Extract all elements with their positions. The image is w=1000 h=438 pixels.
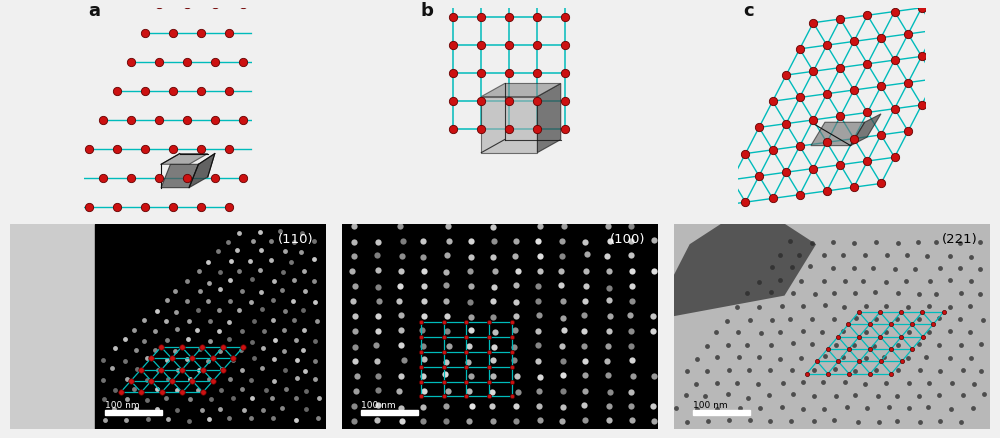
Polygon shape xyxy=(481,97,537,153)
Bar xyxy=(693,410,750,415)
Text: (110): (110) xyxy=(278,232,313,245)
Text: a: a xyxy=(89,2,101,20)
Bar xyxy=(361,410,418,415)
Polygon shape xyxy=(851,115,881,146)
Text: c: c xyxy=(743,2,754,20)
Bar xyxy=(105,410,162,415)
Bar xyxy=(95,224,326,429)
Text: 100 nm: 100 nm xyxy=(105,400,139,409)
Text: 100 nm: 100 nm xyxy=(693,400,727,409)
Text: b: b xyxy=(421,2,433,20)
Polygon shape xyxy=(537,84,561,153)
Polygon shape xyxy=(189,154,215,188)
Polygon shape xyxy=(481,84,561,97)
Text: 100 nm: 100 nm xyxy=(361,400,396,409)
Polygon shape xyxy=(674,224,816,316)
Polygon shape xyxy=(161,165,198,188)
Polygon shape xyxy=(161,154,208,165)
Polygon shape xyxy=(811,123,865,146)
Text: (221): (221) xyxy=(942,232,977,245)
Text: (100): (100) xyxy=(610,232,645,245)
